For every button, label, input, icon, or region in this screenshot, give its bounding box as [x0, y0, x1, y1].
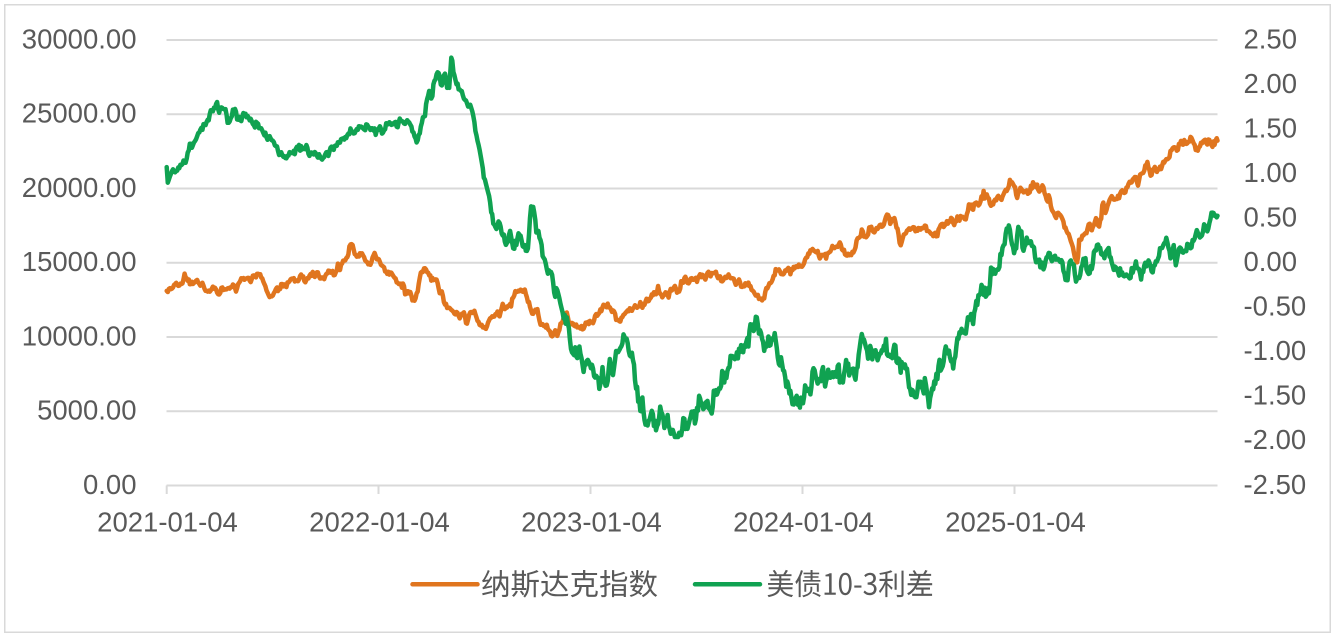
- svg-text:-2.50: -2.50: [1244, 469, 1307, 500]
- svg-text:2.00: 2.00: [1244, 68, 1298, 99]
- svg-text:1.50: 1.50: [1244, 112, 1298, 143]
- svg-text:-1.00: -1.00: [1244, 335, 1307, 366]
- svg-text:25000.00: 25000.00: [22, 98, 137, 129]
- svg-text:2022-01-04: 2022-01-04: [309, 506, 450, 537]
- svg-text:1.00: 1.00: [1244, 157, 1298, 188]
- svg-text:-1.50: -1.50: [1244, 380, 1307, 411]
- svg-text:2025-01-04: 2025-01-04: [945, 506, 1086, 537]
- svg-text:10000.00: 10000.00: [22, 320, 137, 351]
- svg-text:2023-01-04: 2023-01-04: [521, 506, 662, 537]
- svg-text:15000.00: 15000.00: [22, 246, 137, 277]
- svg-text:20000.00: 20000.00: [22, 172, 137, 203]
- svg-text:-2.00: -2.00: [1244, 424, 1307, 455]
- svg-text:2021-01-04: 2021-01-04: [97, 506, 238, 537]
- svg-text:-0.50: -0.50: [1244, 291, 1307, 322]
- svg-text:0.00: 0.00: [1244, 246, 1298, 277]
- svg-text:2.50: 2.50: [1244, 23, 1298, 54]
- svg-text:5000.00: 5000.00: [37, 395, 136, 426]
- svg-text:2024-01-04: 2024-01-04: [733, 506, 874, 537]
- svg-text:0.50: 0.50: [1244, 202, 1298, 233]
- svg-text:30000.00: 30000.00: [22, 23, 137, 54]
- svg-text:0.00: 0.00: [83, 469, 137, 500]
